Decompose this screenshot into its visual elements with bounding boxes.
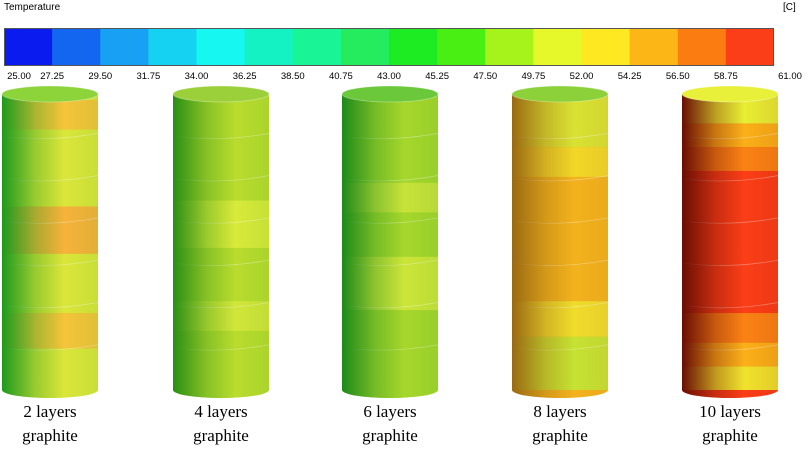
colorbar-segment: [533, 28, 582, 66]
colorbar-segment: [244, 28, 294, 66]
cylinder-caption: 4 layers graphite: [161, 400, 281, 448]
colorbar-tick-label: 52.00: [569, 71, 594, 82]
colorbar-segment: [4, 28, 53, 66]
colorbar-tick-label: 47.50: [473, 71, 498, 82]
cylinder-shading: [2, 94, 98, 398]
cylinder-caption: 2 layers graphite: [0, 400, 110, 448]
colorbar-segment: [52, 28, 101, 66]
colorbar-segment: [292, 28, 342, 66]
cylinder-top: [511, 85, 609, 103]
cylinder-caption: 10 layers graphite: [670, 400, 790, 448]
colorbar-segment: [389, 28, 438, 66]
colorbar-tick-label: 31.75: [136, 71, 161, 82]
cylinder-top: [172, 85, 270, 103]
colorbar-tick-label: 61.00: [778, 71, 802, 82]
colorbar-tick-label: 58.75: [713, 71, 738, 82]
colorbar-segment: [148, 28, 197, 66]
colorbar-segment: [340, 28, 390, 66]
caption-line-1: 4 layers: [194, 402, 248, 421]
legend-title: Temperature: [4, 2, 61, 13]
colorbar-tick-label: 54.25: [617, 71, 642, 82]
colorbar-tick-label: 43.00: [377, 71, 401, 82]
caption-line-1: 10 layers: [699, 402, 761, 421]
caption-line-2: graphite: [193, 426, 249, 445]
temperature-colorbar: [4, 28, 774, 66]
cylinder-1: [1, 85, 99, 398]
cylinder-shading: [512, 94, 608, 398]
colorbar-segment: [629, 28, 679, 66]
colorbar-tick-label: 27.25: [40, 71, 65, 82]
caption-line-1: 2 layers: [23, 402, 77, 421]
caption-line-1: 8 layers: [533, 402, 587, 421]
colorbar-segment: [725, 28, 774, 66]
cylinder-caption: 8 layers graphite: [500, 400, 620, 448]
cylinder-temperature-plots: [1, 85, 779, 398]
caption-line-2: graphite: [362, 426, 418, 445]
colorbar-tick-label: 40.75: [328, 71, 353, 82]
cylinder-4: [511, 85, 609, 398]
cylinder-shading: [342, 94, 438, 398]
colorbar-segment: [437, 28, 486, 66]
colorbar-segment: [581, 28, 631, 66]
colorbar-segment: [485, 28, 534, 66]
cylinder-top: [341, 85, 439, 103]
cylinder-caption: 6 layers graphite: [330, 400, 450, 448]
colorbar-segment: [100, 28, 149, 66]
cylinder-shading: [173, 94, 269, 398]
cylinder-2: [172, 85, 270, 398]
colorbar-segment: [196, 28, 246, 66]
cylinder-shading: [682, 94, 778, 398]
cylinder-5: [681, 85, 779, 398]
caption-line-2: graphite: [532, 426, 588, 445]
colorbar-tick-label: 29.50: [88, 71, 113, 82]
colorbar-tick-label: 34.00: [184, 71, 209, 82]
colorbar-tick-label: 49.75: [521, 71, 546, 82]
caption-line-2: graphite: [22, 426, 78, 445]
cylinder-top: [1, 85, 99, 103]
cylinder-top: [681, 85, 779, 103]
colorbar-tick-label: 38.50: [280, 71, 305, 82]
colorbar-tick-label: 45.25: [425, 71, 450, 82]
colorbar-tick-label: 56.50: [665, 71, 690, 82]
legend-unit: [C]: [783, 2, 796, 13]
caption-line-2: graphite: [702, 426, 758, 445]
caption-line-1: 6 layers: [363, 402, 417, 421]
cylinder-3: [341, 85, 439, 398]
colorbar-tick-label: 25.00: [7, 71, 31, 82]
colorbar-segment: [677, 28, 727, 66]
colorbar-tick-label: 36.25: [232, 71, 257, 82]
